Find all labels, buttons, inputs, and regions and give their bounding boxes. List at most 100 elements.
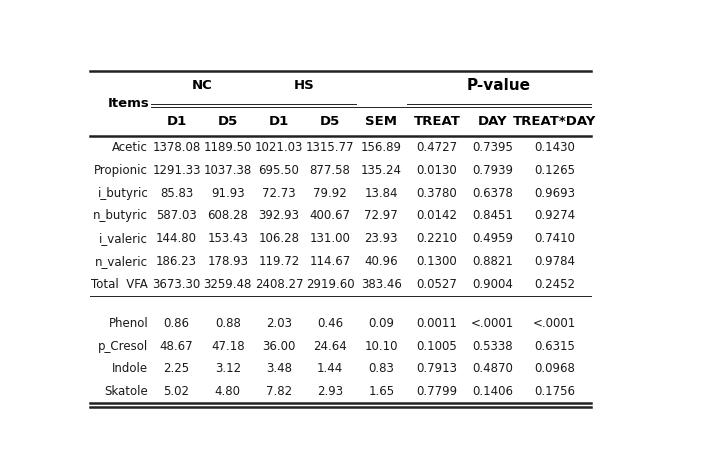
Text: 2.25: 2.25 — [164, 362, 190, 376]
Text: <.0001: <.0001 — [533, 317, 576, 330]
Text: 3259.48: 3259.48 — [204, 278, 252, 291]
Text: D5: D5 — [320, 115, 340, 128]
Text: 695.50: 695.50 — [258, 164, 299, 177]
Text: 24.64: 24.64 — [313, 340, 347, 352]
Text: 48.67: 48.67 — [159, 340, 193, 352]
Text: 0.4959: 0.4959 — [472, 232, 513, 245]
Text: 1021.03: 1021.03 — [255, 141, 303, 154]
Text: 153.43: 153.43 — [208, 232, 248, 245]
Text: 0.0968: 0.0968 — [534, 362, 575, 376]
Text: i_butyric: i_butyric — [98, 187, 148, 200]
Text: 0.5338: 0.5338 — [472, 340, 513, 352]
Text: 0.1005: 0.1005 — [416, 340, 457, 352]
Text: 1.44: 1.44 — [317, 362, 343, 376]
Text: 0.46: 0.46 — [317, 317, 343, 330]
Text: 877.58: 877.58 — [309, 164, 350, 177]
Text: 0.0142: 0.0142 — [416, 209, 457, 222]
Text: 13.84: 13.84 — [365, 187, 398, 200]
Text: D1: D1 — [269, 115, 289, 128]
Text: 0.8821: 0.8821 — [472, 255, 513, 268]
Text: P-value: P-value — [467, 78, 531, 93]
Text: 23.93: 23.93 — [365, 232, 398, 245]
Text: 5.02: 5.02 — [164, 385, 190, 398]
Text: 72.97: 72.97 — [365, 209, 398, 222]
Text: 383.46: 383.46 — [361, 278, 402, 291]
Text: 0.7395: 0.7395 — [472, 141, 513, 154]
Text: D1: D1 — [167, 115, 187, 128]
Text: 0.2452: 0.2452 — [534, 278, 575, 291]
Text: 2408.27: 2408.27 — [255, 278, 303, 291]
Text: Phenol: Phenol — [108, 317, 148, 330]
Text: 0.6378: 0.6378 — [472, 187, 513, 200]
Text: 0.9004: 0.9004 — [472, 278, 513, 291]
Text: SEM: SEM — [365, 115, 397, 128]
Text: 0.9274: 0.9274 — [533, 209, 575, 222]
Text: 0.7410: 0.7410 — [534, 232, 575, 245]
Text: 0.86: 0.86 — [164, 317, 190, 330]
Text: 1378.08: 1378.08 — [152, 141, 201, 154]
Text: Items: Items — [108, 97, 150, 110]
Text: 0.7939: 0.7939 — [472, 164, 513, 177]
Text: 0.1406: 0.1406 — [472, 385, 513, 398]
Text: Skatole: Skatole — [104, 385, 148, 398]
Text: 3673.30: 3673.30 — [152, 278, 201, 291]
Text: 392.93: 392.93 — [258, 209, 299, 222]
Text: 1291.33: 1291.33 — [152, 164, 201, 177]
Text: i_valeric: i_valeric — [99, 232, 148, 245]
Text: 47.18: 47.18 — [211, 340, 245, 352]
Text: 36.00: 36.00 — [262, 340, 296, 352]
Text: 0.8451: 0.8451 — [472, 209, 513, 222]
Text: 1037.38: 1037.38 — [204, 164, 252, 177]
Text: 10.10: 10.10 — [365, 340, 398, 352]
Text: 0.4727: 0.4727 — [416, 141, 457, 154]
Text: 0.1756: 0.1756 — [534, 385, 575, 398]
Text: 178.93: 178.93 — [208, 255, 248, 268]
Text: 0.4870: 0.4870 — [472, 362, 513, 376]
Text: 1189.50: 1189.50 — [204, 141, 252, 154]
Text: 0.0011: 0.0011 — [416, 317, 457, 330]
Text: 0.1430: 0.1430 — [534, 141, 575, 154]
Text: 0.6315: 0.6315 — [534, 340, 575, 352]
Text: 0.7799: 0.7799 — [416, 385, 457, 398]
Text: n_valeric: n_valeric — [95, 255, 148, 268]
Text: 400.67: 400.67 — [309, 209, 350, 222]
Text: 3.12: 3.12 — [215, 362, 241, 376]
Text: Total  VFA: Total VFA — [91, 278, 148, 291]
Text: D5: D5 — [218, 115, 238, 128]
Text: 0.9784: 0.9784 — [534, 255, 575, 268]
Text: 587.03: 587.03 — [157, 209, 197, 222]
Text: 1.65: 1.65 — [368, 385, 394, 398]
Text: Acetic: Acetic — [112, 141, 148, 154]
Text: TREAT*DAY: TREAT*DAY — [513, 115, 596, 128]
Text: n_butyric: n_butyric — [93, 209, 148, 222]
Text: NC: NC — [192, 79, 213, 92]
Text: 79.92: 79.92 — [313, 187, 347, 200]
Text: 91.93: 91.93 — [211, 187, 245, 200]
Text: 131.00: 131.00 — [309, 232, 350, 245]
Text: 0.0130: 0.0130 — [416, 164, 457, 177]
Text: 0.1265: 0.1265 — [534, 164, 575, 177]
Text: 2.03: 2.03 — [266, 317, 292, 330]
Text: 4.80: 4.80 — [215, 385, 241, 398]
Text: 2.93: 2.93 — [317, 385, 343, 398]
Text: 0.7913: 0.7913 — [416, 362, 457, 376]
Text: 0.9693: 0.9693 — [534, 187, 575, 200]
Text: 3.48: 3.48 — [266, 362, 292, 376]
Text: 0.09: 0.09 — [368, 317, 394, 330]
Text: 72.73: 72.73 — [262, 187, 296, 200]
Text: DAY: DAY — [477, 115, 508, 128]
Text: p_Cresol: p_Cresol — [98, 340, 148, 352]
Text: 0.3780: 0.3780 — [416, 187, 457, 200]
Text: 608.28: 608.28 — [208, 209, 248, 222]
Text: HS: HS — [294, 79, 315, 92]
Text: 2919.60: 2919.60 — [306, 278, 355, 291]
Text: 0.88: 0.88 — [215, 317, 241, 330]
Text: 7.82: 7.82 — [266, 385, 292, 398]
Text: Propionic: Propionic — [94, 164, 148, 177]
Text: 144.80: 144.80 — [156, 232, 197, 245]
Text: 0.1300: 0.1300 — [416, 255, 457, 268]
Text: 85.83: 85.83 — [160, 187, 193, 200]
Text: 186.23: 186.23 — [156, 255, 197, 268]
Text: 119.72: 119.72 — [258, 255, 299, 268]
Text: Indole: Indole — [112, 362, 148, 376]
